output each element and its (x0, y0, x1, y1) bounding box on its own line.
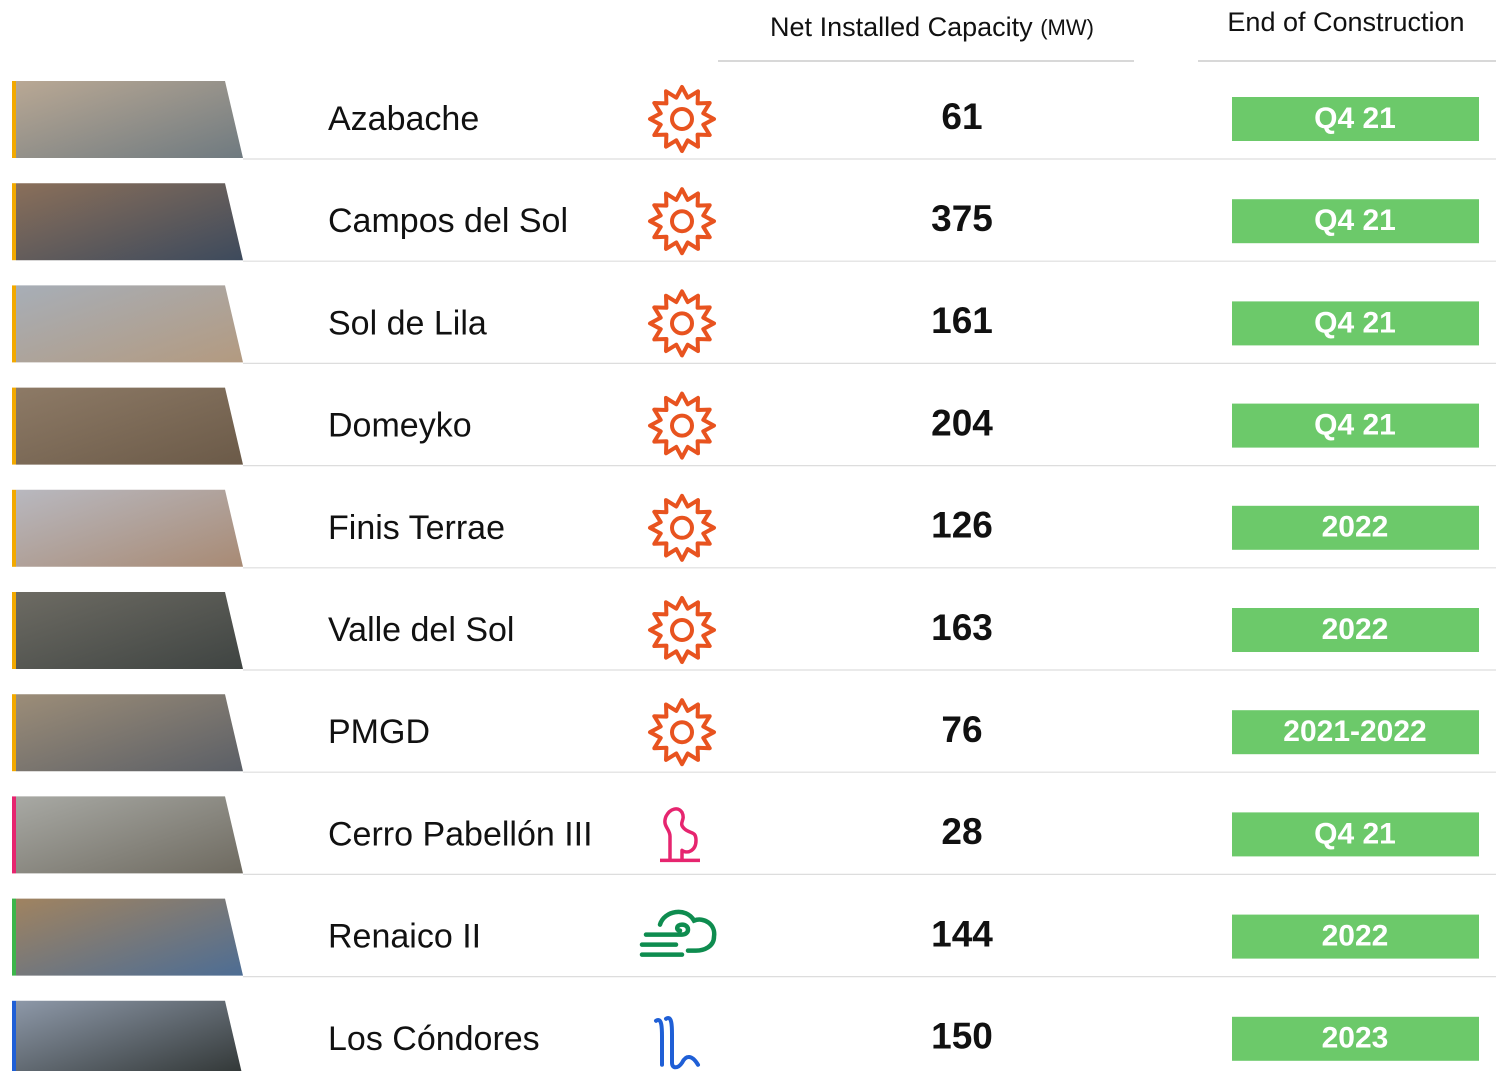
accent-bar (12, 899, 16, 976)
solar-icon-core (672, 722, 692, 742)
solar-icon-core (672, 416, 692, 436)
solar-icon (650, 189, 714, 253)
photo (16, 490, 243, 567)
capacity: 150 (931, 1016, 993, 1057)
project-name: Sol de Lila (328, 304, 487, 342)
solar-icon-core (672, 313, 692, 333)
row: Sol de Lila 161 Q4 21 (12, 285, 1496, 363)
capacity: 28 (941, 811, 982, 852)
photo (16, 694, 243, 771)
project-name: Cerro Pabellón III (328, 815, 593, 853)
accent-bar (12, 490, 16, 567)
photo (16, 81, 243, 158)
solar-icon (650, 496, 714, 560)
end-date: Q4 21 (1314, 409, 1396, 442)
end-date: Q4 21 (1314, 817, 1396, 850)
page: Net Installed Capacity (MW) End of Const… (0, 0, 1496, 1071)
solar-icon (650, 598, 714, 662)
accent-bar (12, 796, 16, 873)
end-date: 2022 (1322, 920, 1389, 953)
capacity: 61 (941, 96, 982, 137)
row: PMGD 76 2021-2022 (12, 694, 1496, 772)
accent-bar (12, 388, 16, 465)
header-capacity: Net Installed Capacity (MW) (770, 12, 1094, 42)
hydro-icon (656, 1018, 698, 1067)
end-date: 2022 (1322, 511, 1389, 544)
end-date: Q4 21 (1314, 102, 1396, 135)
row: Renaico II 144 2022 (12, 899, 1496, 977)
project-name: Renaico II (328, 918, 481, 956)
capacity: 375 (931, 198, 993, 239)
row: Azabache 61 Q4 21 (12, 81, 1496, 159)
table: Net Installed Capacity (MW) End of Const… (0, 0, 1496, 1071)
header-capacity-unit: (MW) (1040, 15, 1094, 40)
header-end: End of Construction (1227, 7, 1464, 37)
capacity: 76 (941, 709, 982, 750)
accent-bar (12, 694, 16, 771)
capacity: 126 (931, 505, 993, 546)
capacity: 144 (931, 913, 993, 954)
end-date: 2023 (1322, 1022, 1389, 1055)
capacity: 163 (931, 607, 993, 648)
accent-bar (12, 81, 16, 158)
photo (16, 899, 243, 976)
geothermal-icon (660, 809, 700, 860)
project-name: Valle del Sol (328, 611, 515, 649)
project-name: Domeyko (328, 407, 472, 445)
row: Campos del Sol 375 Q4 21 (12, 183, 1496, 261)
header-capacity-text: Net Installed Capacity (770, 12, 1033, 42)
row: Los Cóndores 150 2023 (12, 1001, 1496, 1071)
solar-icon-core (672, 109, 692, 129)
row: Domeyko 204 Q4 21 (12, 388, 1496, 466)
photo (16, 388, 243, 465)
capacity: 204 (931, 402, 993, 443)
project-name: Azabache (328, 100, 479, 138)
accent-bar (12, 592, 16, 669)
accent-bar (12, 1001, 16, 1071)
accent-bar (12, 183, 16, 260)
end-date: Q4 21 (1314, 306, 1396, 339)
capacity: 161 (931, 300, 993, 341)
row: Valle del Sol 163 2022 (12, 592, 1496, 670)
photo (16, 1001, 243, 1071)
row: Finis Terrae 126 2022 (12, 490, 1496, 568)
wind-icon (642, 912, 714, 955)
project-name: Finis Terrae (328, 509, 505, 547)
end-date: 2022 (1322, 613, 1389, 646)
photo (16, 183, 243, 260)
photo (16, 285, 243, 362)
project-name: PMGD (328, 713, 430, 751)
solar-icon-core (672, 211, 692, 231)
end-date: Q4 21 (1314, 204, 1396, 237)
accent-bar (12, 285, 16, 362)
solar-icon-core (672, 518, 692, 538)
solar-icon (650, 87, 714, 151)
row: Cerro Pabellón III 28 Q4 21 (12, 796, 1496, 874)
solar-icon (650, 700, 714, 764)
solar-icon (650, 394, 714, 458)
end-date: 2021-2022 (1283, 715, 1426, 748)
solar-icon (650, 291, 714, 355)
project-name: Campos del Sol (328, 202, 568, 240)
photo (16, 796, 243, 873)
project-name: Los Cóndores (328, 1020, 540, 1058)
photo (16, 592, 243, 669)
solar-icon-core (672, 620, 692, 640)
